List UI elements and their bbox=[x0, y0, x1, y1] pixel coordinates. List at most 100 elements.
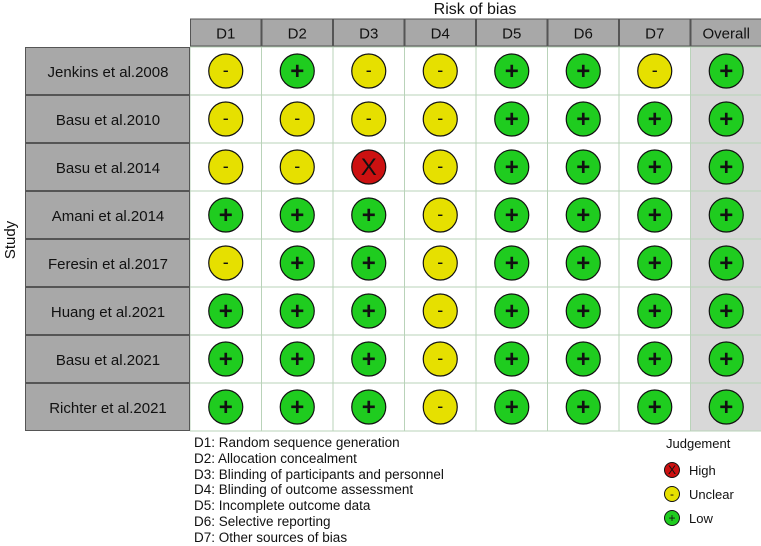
judgement-dot: - bbox=[423, 246, 457, 280]
judgement-dot: + bbox=[638, 246, 672, 280]
study-label: Jenkins et al.2008 bbox=[48, 64, 169, 81]
judgement-dot: - bbox=[352, 102, 386, 136]
judgement-symbol: + bbox=[648, 106, 662, 133]
judgement-dot: + bbox=[209, 390, 243, 424]
judgement-symbol: X bbox=[361, 154, 377, 181]
judgement-dot: + bbox=[495, 198, 529, 232]
judgement-symbol: + bbox=[505, 58, 519, 85]
judgement-symbol: + bbox=[576, 346, 590, 373]
judgement-dot: + bbox=[709, 54, 743, 88]
judgement-dot: + bbox=[566, 294, 600, 328]
study-label: Huang et al.2021 bbox=[51, 304, 165, 321]
study-label: Amani et al.2014 bbox=[52, 208, 165, 225]
judgement-dot: + bbox=[638, 102, 672, 136]
judgement-symbol: + bbox=[362, 346, 376, 373]
domain-legend-item: D5: Incomplete outcome data bbox=[194, 498, 444, 514]
judgement-dot: + bbox=[352, 246, 386, 280]
column-header-label: D3 bbox=[359, 26, 378, 43]
judgement-dot: + bbox=[709, 102, 743, 136]
judgement-symbol: + bbox=[576, 58, 590, 85]
judgement-symbol: - bbox=[223, 108, 229, 128]
judgement-symbol: + bbox=[576, 394, 590, 421]
study-label: Basu et al.2010 bbox=[56, 112, 160, 129]
judgement-symbol: + bbox=[719, 202, 733, 229]
judgement-dot: - bbox=[280, 150, 314, 184]
judgement-symbol: + bbox=[576, 202, 590, 229]
judgement-symbol: + bbox=[219, 298, 233, 325]
judgement-dot: + bbox=[495, 54, 529, 88]
judgement-dot: + bbox=[209, 294, 243, 328]
study-label: Basu et al.2021 bbox=[56, 352, 160, 369]
judgement-symbol: + bbox=[576, 250, 590, 277]
judgement-dot: - bbox=[352, 54, 386, 88]
judgement-symbol: + bbox=[576, 298, 590, 325]
domain-legend: D1: Random sequence generation D2: Alloc… bbox=[194, 435, 444, 546]
judgement-symbol: + bbox=[505, 298, 519, 325]
judgement-symbol: - bbox=[437, 156, 443, 176]
judgement-dot: - bbox=[423, 294, 457, 328]
judgement-dot: + bbox=[709, 246, 743, 280]
judgement-symbol: + bbox=[505, 394, 519, 421]
column-header-label: D6 bbox=[574, 26, 593, 43]
judgement-symbol: + bbox=[719, 394, 733, 421]
judgement-symbol: + bbox=[290, 394, 304, 421]
judgement-symbol: - bbox=[437, 348, 443, 368]
judgement-symbol: + bbox=[719, 346, 733, 373]
study-label: Basu et al.2014 bbox=[56, 160, 160, 177]
judgement-dot: - bbox=[423, 54, 457, 88]
judgement-symbol: + bbox=[505, 202, 519, 229]
domain-legend-item: D3: Blinding of participants and personn… bbox=[194, 467, 444, 483]
judgement-symbol: + bbox=[648, 298, 662, 325]
judgement-symbol: + bbox=[719, 106, 733, 133]
judgement-dot: + bbox=[638, 390, 672, 424]
judgement-dot: + bbox=[352, 198, 386, 232]
judgement-dot: - bbox=[209, 54, 243, 88]
judgement-dot: + bbox=[709, 294, 743, 328]
judgement-dot: + bbox=[280, 390, 314, 424]
judgement-legend-low: + Low bbox=[650, 506, 713, 530]
judgement-dot: - bbox=[423, 150, 457, 184]
judgement-dot: + bbox=[209, 342, 243, 376]
high-risk-icon: X bbox=[664, 462, 680, 478]
judgement-dot: + bbox=[280, 342, 314, 376]
judgement-dot: + bbox=[209, 198, 243, 232]
judgement-label: Unclear bbox=[689, 487, 734, 502]
judgement-dot: + bbox=[495, 150, 529, 184]
judgement-legend-title: Judgement bbox=[666, 436, 730, 451]
judgement-dot: + bbox=[280, 54, 314, 88]
judgement-dot: + bbox=[709, 390, 743, 424]
judgement-symbol: + bbox=[219, 346, 233, 373]
judgement-dot: - bbox=[638, 54, 672, 88]
judgement-symbol: + bbox=[719, 154, 733, 181]
judgement-dot: + bbox=[495, 390, 529, 424]
judgement-dot: + bbox=[566, 102, 600, 136]
judgement-legend-unclear: - Unclear bbox=[650, 482, 734, 506]
judgement-label: High bbox=[689, 463, 716, 478]
judgement-dot: + bbox=[638, 342, 672, 376]
judgement-symbol: + bbox=[362, 394, 376, 421]
judgement-dot: + bbox=[352, 342, 386, 376]
judgement-dot: - bbox=[423, 102, 457, 136]
judgement-dot: - bbox=[423, 390, 457, 424]
judgement-symbol: - bbox=[437, 204, 443, 224]
judgement-symbol: - bbox=[437, 300, 443, 320]
judgement-dot: - bbox=[423, 198, 457, 232]
column-header-label: D1 bbox=[216, 26, 235, 43]
column-header-label: D2 bbox=[288, 26, 307, 43]
judgement-dot: + bbox=[709, 198, 743, 232]
judgement-dot: + bbox=[638, 150, 672, 184]
judgement-dot: + bbox=[638, 198, 672, 232]
judgement-symbol: + bbox=[505, 346, 519, 373]
judgement-dot: - bbox=[209, 150, 243, 184]
judgement-symbol: + bbox=[362, 298, 376, 325]
judgement-symbol: - bbox=[366, 108, 372, 128]
y-axis-label: Study bbox=[2, 220, 19, 259]
judgement-symbol: - bbox=[294, 156, 300, 176]
judgement-dot: - bbox=[209, 246, 243, 280]
judgement-symbol: + bbox=[219, 394, 233, 421]
judgement-symbol: + bbox=[648, 394, 662, 421]
column-header-label: D7 bbox=[645, 26, 664, 43]
judgement-symbol: + bbox=[719, 58, 733, 85]
judgement-symbol: + bbox=[290, 58, 304, 85]
